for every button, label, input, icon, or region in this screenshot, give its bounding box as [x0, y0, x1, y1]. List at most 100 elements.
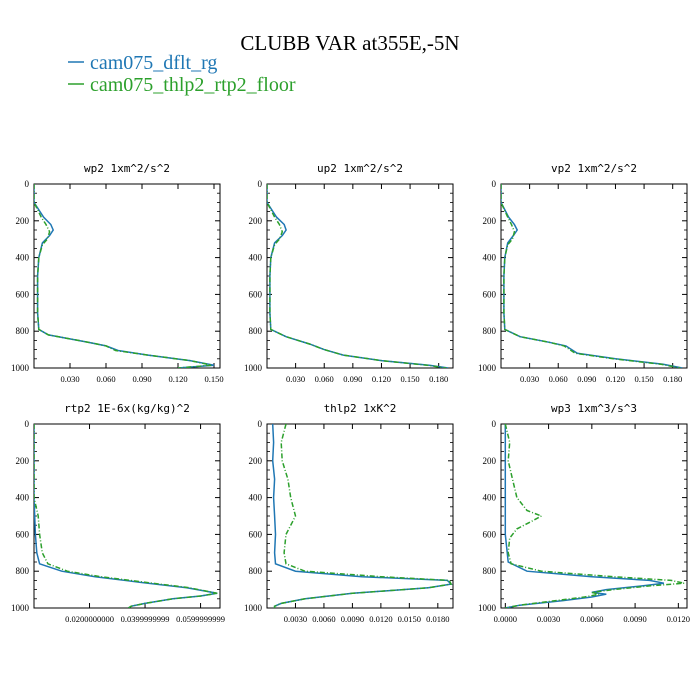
legend: cam075_dflt_rg cam075_thlp2_rtp2_floor — [68, 52, 296, 96]
series-line-dflt — [271, 424, 453, 608]
x-tick-label: 0.0120 — [667, 614, 690, 624]
y-tick-label: 1000 — [11, 603, 30, 613]
panel-title: vp2 1xm^2/s^2 — [551, 162, 637, 175]
panel-title: rtp2 1E-6x(kg/kg)^2 — [64, 402, 190, 415]
panel-4: rtp2 1E-6x(kg/kg)^2 0 200 400 600 800 1000 0.02… — [11, 402, 225, 624]
y-tick-label: 1000 — [478, 603, 497, 613]
y-tick-label: 400 — [16, 493, 30, 503]
x-tick-label: 0.030 — [286, 374, 305, 384]
x-tick-label: 0.0090 — [341, 614, 364, 624]
y-tick-label: 600 — [483, 529, 497, 539]
y-tick-label: 0 — [25, 419, 30, 429]
series-line-floor — [273, 424, 453, 608]
figure-title: CLUBB VAR at355E,-5N — [240, 31, 459, 55]
panel-title: thlp2 1xK^2 — [324, 402, 397, 415]
x-tick-label: 0.060 — [549, 374, 568, 384]
x-tick-label: 0.150 — [401, 374, 420, 384]
panel-5: thlp2 1xK^2 0 200 400 600 800 1000 0.0030 0.0060… — [244, 402, 454, 624]
y-tick-label: 0 — [492, 179, 497, 189]
y-tick-label: 800 — [249, 566, 263, 576]
y-tick-label: 1000 — [244, 603, 263, 613]
panel-title: wp2 1xm^2/s^2 — [84, 162, 170, 175]
x-tick-label: 0.090 — [577, 374, 596, 384]
y-tick-label: 1000 — [11, 363, 30, 373]
x-tick-label: 0.120 — [372, 374, 391, 384]
y-tick-label: 200 — [16, 456, 30, 466]
plot-frame — [266, 183, 454, 369]
y-tick-label: 400 — [249, 493, 263, 503]
y-tick-label: 600 — [249, 289, 263, 299]
y-tick-label: 0 — [258, 179, 263, 189]
x-tick-label: 0.030 — [520, 374, 539, 384]
y-tick-label: 800 — [483, 326, 497, 336]
x-tick-label: 0.0090 — [623, 614, 646, 624]
x-tick-label: 0.150 — [204, 374, 223, 384]
panel-2: up2 1xm^2/s^2 0 200 400 600 800 1000 0.030 0.060… — [244, 162, 454, 384]
y-tick-label: 800 — [16, 326, 30, 336]
legend-label-dflt: cam075_dflt_rg — [90, 52, 217, 74]
y-tick-label: 0 — [492, 419, 497, 429]
panel-3: vp2 1xm^2/s^2 0 200 400 600 800 1000 0.030 0.060… — [478, 162, 688, 384]
y-tick-label: 1000 — [478, 363, 497, 373]
series-line-floor — [34, 424, 218, 608]
y-tick-label: 600 — [483, 289, 497, 299]
plot-frame — [500, 183, 688, 369]
panel-title: up2 1xm^2/s^2 — [317, 162, 403, 175]
x-tick-label: 0.120 — [606, 374, 625, 384]
y-tick-label: 400 — [16, 253, 30, 263]
y-tick-label: 800 — [483, 566, 497, 576]
y-tick-label: 400 — [483, 493, 497, 503]
x-tick-label: 0.0060 — [312, 614, 335, 624]
y-tick-label: 600 — [16, 289, 30, 299]
series-line-floor — [267, 184, 447, 368]
y-tick-label: 600 — [249, 529, 263, 539]
y-tick-label: 800 — [249, 326, 263, 336]
x-tick-label: 0.180 — [663, 374, 682, 384]
series-line-dflt — [504, 424, 665, 608]
x-tick-label: 0.090 — [343, 374, 362, 384]
x-tick-label: 0.0150 — [398, 614, 421, 624]
y-tick-label: 0 — [258, 419, 263, 429]
x-tick-label: 0.0000 — [494, 614, 517, 624]
series-line-dflt — [267, 184, 449, 368]
y-tick-label: 1000 — [244, 363, 263, 373]
panels: wp2 1xm^2/s^2 0 200 400 600 800 1000 0.030 0.060… — [11, 162, 690, 624]
x-tick-label: 0.090 — [132, 374, 151, 384]
y-tick-label: 200 — [483, 216, 497, 226]
x-tick-label: 0.060 — [96, 374, 115, 384]
x-tick-label: 0.150 — [635, 374, 654, 384]
plot-frame — [33, 183, 221, 369]
series-line-floor — [504, 424, 685, 608]
x-tick-label: 0.120 — [168, 374, 187, 384]
panel-title: wp3 1xm^3/s^3 — [551, 402, 637, 415]
y-tick-label: 0 — [25, 179, 30, 189]
x-tick-label: 0.030 — [60, 374, 79, 384]
series-line-floor — [34, 184, 212, 368]
series-line-dflt — [501, 184, 683, 368]
legend-label-floor: cam075_thlp2_rtp2_floor — [90, 74, 296, 96]
y-tick-label: 600 — [16, 529, 30, 539]
y-tick-label: 400 — [483, 253, 497, 263]
x-tick-label: 0.0030 — [284, 614, 307, 624]
x-tick-label: 0.0200000000 — [65, 614, 114, 624]
panel-1: wp2 1xm^2/s^2 0 200 400 600 800 1000 0.030 0.060… — [11, 162, 224, 384]
y-tick-label: 200 — [249, 456, 263, 466]
y-tick-label: 200 — [16, 216, 30, 226]
plot-frame — [500, 423, 688, 609]
y-tick-label: 200 — [483, 456, 497, 466]
y-tick-label: 800 — [16, 566, 30, 576]
x-tick-label: 0.0060 — [580, 614, 603, 624]
x-tick-label: 0.0120 — [369, 614, 392, 624]
x-tick-label: 0.180 — [429, 374, 448, 384]
series-line-dflt — [34, 184, 215, 368]
series-line-floor — [501, 184, 681, 368]
x-tick-label: 0.0599999999 — [176, 614, 225, 624]
x-tick-label: 0.0399999999 — [121, 614, 170, 624]
y-tick-label: 400 — [249, 253, 263, 263]
x-tick-label: 0.0030 — [537, 614, 560, 624]
y-tick-label: 200 — [249, 216, 263, 226]
x-tick-label: 0.0180 — [426, 614, 449, 624]
